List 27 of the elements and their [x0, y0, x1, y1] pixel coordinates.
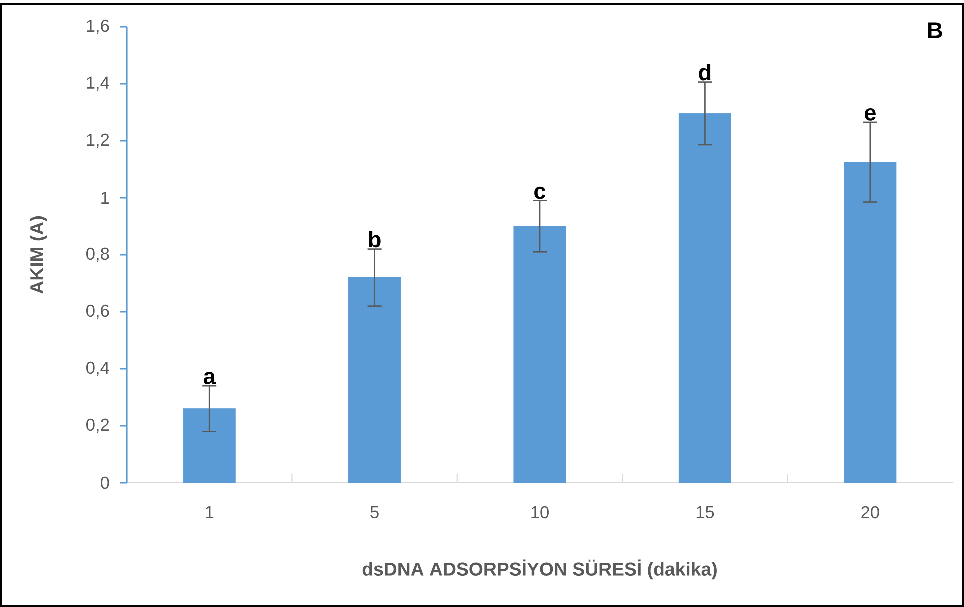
- y-tick-label: 1,2: [87, 134, 110, 148]
- y-tick-label: 0,6: [86, 304, 110, 320]
- y-tick-label: 0,2: [86, 418, 110, 434]
- x-tick-label: 20: [862, 506, 880, 519]
- x-tick-label: 5: [370, 506, 379, 518]
- y-tick-label: 0,4: [86, 362, 110, 376]
- annotation: d: [699, 64, 711, 81]
- y-axis-title: AKIM (A): [30, 216, 48, 294]
- y-tick-label: 1,4: [87, 76, 110, 92]
- bar: [348, 278, 402, 484]
- annotation: a: [204, 372, 216, 385]
- bar: [844, 162, 897, 484]
- x-tick-label: 15: [696, 506, 714, 518]
- annotation: b: [369, 231, 381, 248]
- y-tick-label: 0,8: [86, 248, 110, 262]
- x-tick-label: 10: [532, 506, 549, 519]
- x-axis-title: dsDNA ADSORPSİYON SÜRESİ (dakika): [362, 560, 717, 580]
- bar: [678, 113, 732, 484]
- y-tick-label: 1,6: [87, 20, 110, 34]
- bar: [514, 226, 566, 484]
- y-tick-label: 0: [100, 476, 110, 490]
- bar: [183, 408, 236, 484]
- y-tick-label: 1: [102, 192, 110, 204]
- x-tick-label: 1: [206, 506, 214, 518]
- annotation: c: [534, 186, 546, 200]
- annotation: e: [864, 108, 876, 121]
- annotation: B: [928, 22, 942, 38]
